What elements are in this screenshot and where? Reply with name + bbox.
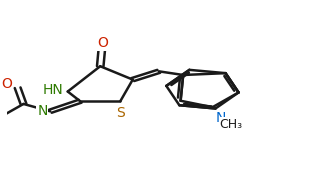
Text: S: S (117, 106, 125, 120)
Text: O: O (1, 77, 12, 91)
Text: HN: HN (43, 83, 64, 97)
Text: CH₃: CH₃ (220, 118, 243, 131)
Text: N: N (216, 111, 226, 125)
Text: N: N (37, 104, 48, 118)
Text: O: O (97, 36, 108, 50)
